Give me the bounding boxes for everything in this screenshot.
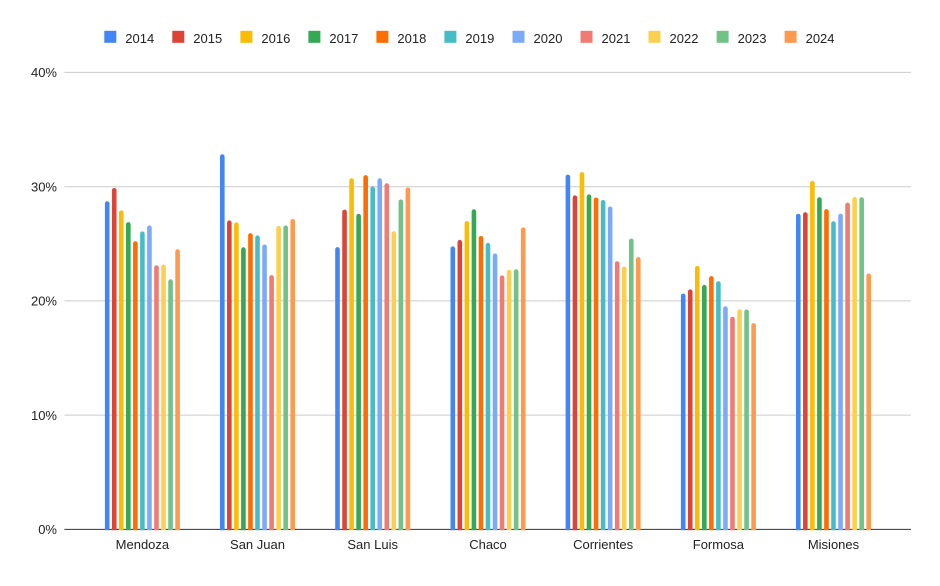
svg-text:2014: 2014: [125, 31, 154, 46]
svg-text:2024: 2024: [806, 31, 835, 46]
svg-text:2022: 2022: [670, 31, 699, 46]
svg-text:0%: 0%: [38, 522, 57, 537]
svg-text:2018: 2018: [397, 31, 426, 46]
svg-text:Corrientes: Corrientes: [573, 537, 633, 552]
svg-text:2021: 2021: [602, 31, 631, 46]
svg-text:Misiones: Misiones: [808, 537, 860, 552]
svg-text:2017: 2017: [329, 31, 358, 46]
svg-text:Formosa: Formosa: [693, 537, 745, 552]
svg-text:2019: 2019: [465, 31, 494, 46]
svg-text:2020: 2020: [534, 31, 563, 46]
svg-text:San Luis: San Luis: [347, 537, 398, 552]
svg-text:Mendoza: Mendoza: [116, 537, 170, 552]
svg-text:Chaco: Chaco: [469, 537, 507, 552]
svg-text:20%: 20%: [31, 294, 57, 309]
svg-text:San Juan: San Juan: [230, 537, 285, 552]
svg-text:2016: 2016: [261, 31, 290, 46]
svg-text:10%: 10%: [31, 408, 57, 423]
svg-text:30%: 30%: [31, 179, 57, 194]
svg-text:40%: 40%: [31, 65, 57, 80]
svg-text:2015: 2015: [193, 31, 222, 46]
svg-text:2023: 2023: [738, 31, 767, 46]
